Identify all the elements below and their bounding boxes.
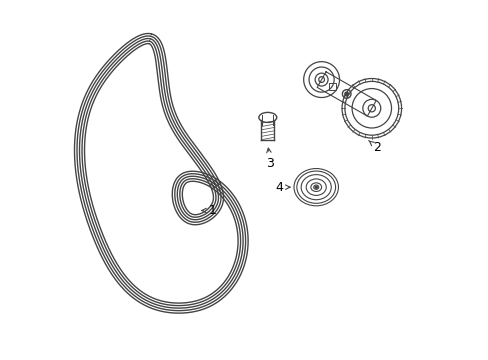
Circle shape [344,92,348,96]
Circle shape [314,186,317,188]
Text: 3: 3 [266,148,274,170]
Text: 2: 2 [368,140,381,154]
Text: 4: 4 [275,181,289,194]
Text: 1: 1 [202,204,216,217]
